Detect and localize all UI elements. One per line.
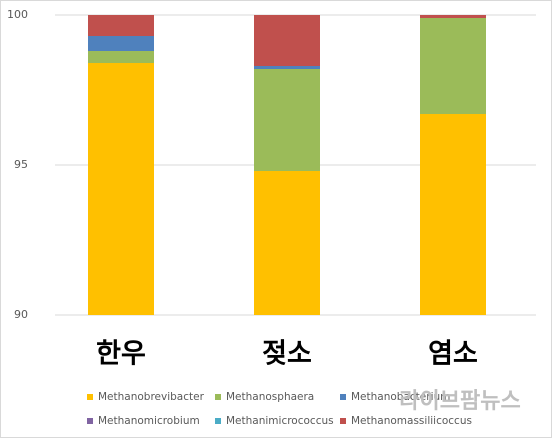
bars xyxy=(88,15,486,315)
bar-segment xyxy=(88,51,154,63)
legend-label: Methanosphaera xyxy=(226,391,314,403)
bar-segment xyxy=(420,18,486,114)
x-tick-label: 한우 xyxy=(96,339,146,370)
bar-segment xyxy=(88,15,154,36)
legend-marker xyxy=(215,418,221,424)
legend-marker xyxy=(340,394,346,400)
legend-marker xyxy=(87,394,93,400)
bar-segment xyxy=(254,171,320,315)
legend-marker xyxy=(87,418,93,424)
legend-label: Methanomicrobium xyxy=(98,415,200,427)
legend-label: Methanomassiliicoccus xyxy=(351,415,472,427)
legend-label: Methanobacterium xyxy=(351,391,450,403)
legend-marker xyxy=(340,418,346,424)
x-tick-label: 염소 xyxy=(428,339,478,370)
bar-segment xyxy=(254,66,320,69)
legend-label: Methanobrevibacter xyxy=(98,391,205,403)
labels: 90 95 100 한우 젖소 염소 Methanobrevibacter Methanosp… xyxy=(7,8,478,427)
y-tick-label: 90 xyxy=(14,308,28,321)
legend-label: Methanimicrococcus xyxy=(226,415,334,427)
bar-segment xyxy=(88,63,154,315)
watermark: 라이브팜뉴스 xyxy=(399,389,520,414)
y-tick-label: 100 xyxy=(7,8,28,21)
bar-segment xyxy=(88,36,154,51)
bar-segment xyxy=(420,15,486,18)
bar-segment xyxy=(254,69,320,171)
bar-segment xyxy=(254,15,320,66)
bar-segment xyxy=(420,114,486,315)
legend-marker xyxy=(215,394,221,400)
y-tick-label: 95 xyxy=(14,158,28,171)
x-tick-label: 젖소 xyxy=(262,339,312,370)
